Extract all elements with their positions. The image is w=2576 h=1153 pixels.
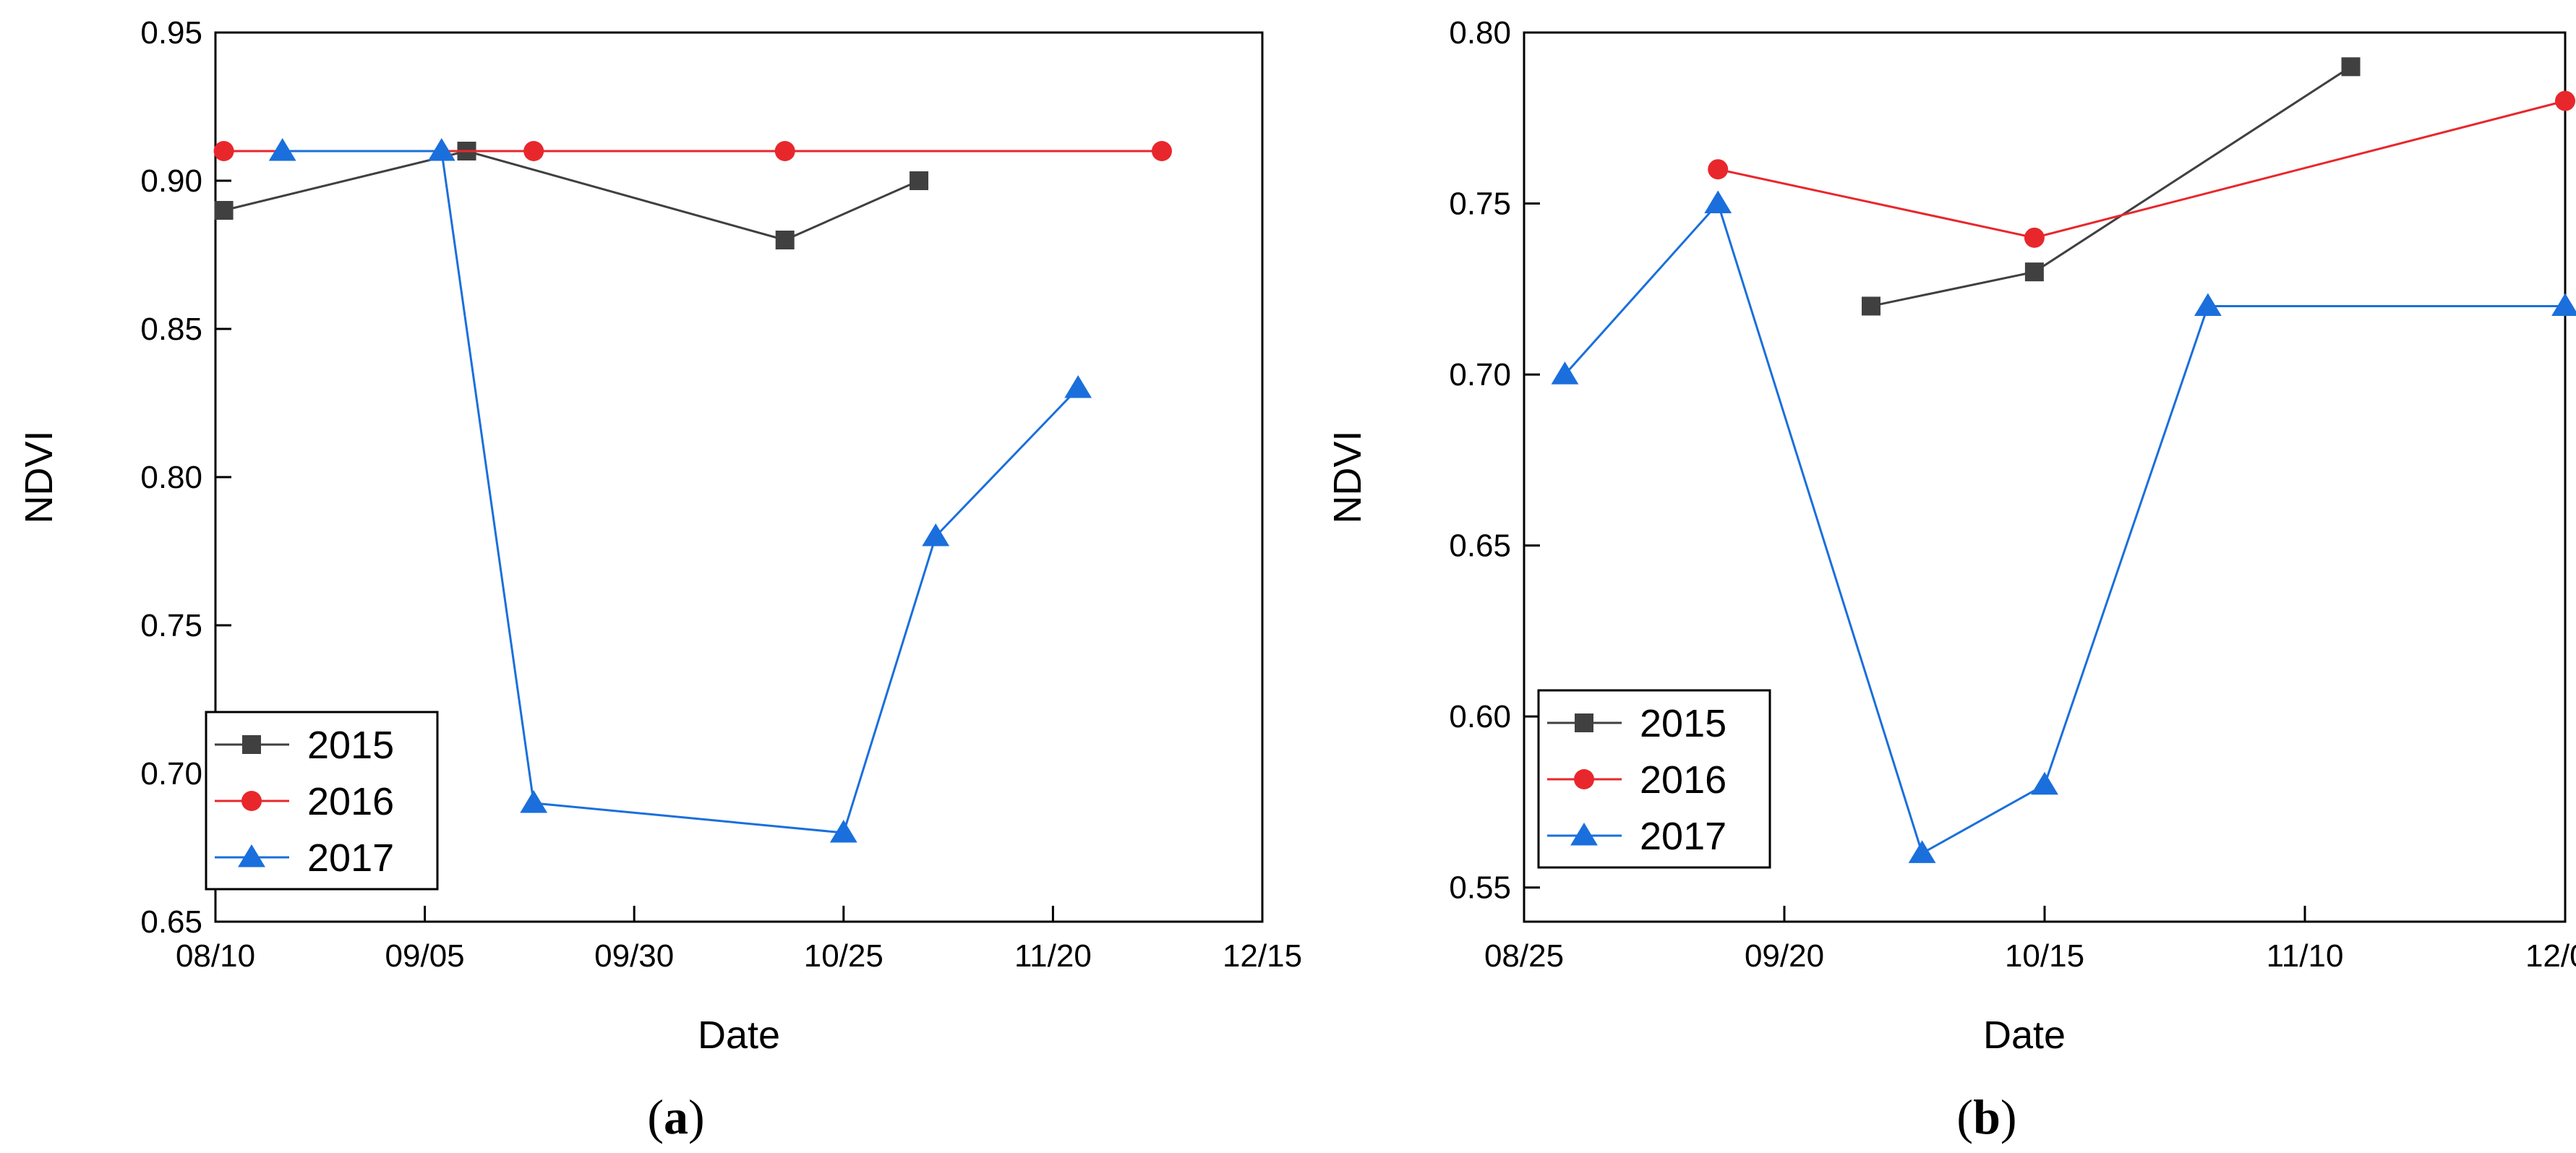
panel-b-legend: 2015 2016 2017 xyxy=(1537,689,1771,869)
panel-b-x-tick-label-4: 12/05 xyxy=(2525,938,2576,974)
panel-b-series-2017-point-0 xyxy=(1551,361,1579,385)
panel-a-label-letter: a xyxy=(664,1089,688,1144)
panel-b-series-2015-line xyxy=(1870,66,2352,307)
panel-b-legend-label-2016: 2016 xyxy=(1640,758,1726,802)
panel-a-x-tick-label-2: 09/30 xyxy=(594,938,674,974)
panel-a-series-2016-point-0 xyxy=(213,141,234,161)
panel-a-legend-label-2017: 2017 xyxy=(307,836,394,880)
panel-a-series-2017-point-2 xyxy=(520,790,548,813)
panel-a-series-2017-point-3 xyxy=(829,820,857,843)
panel-a-series xyxy=(213,138,1172,843)
panel-b-x-tick-label-2: 10/15 xyxy=(2005,938,2084,974)
panel-a-series-2016-point-2 xyxy=(774,141,795,161)
panel-b-y-axis-title: NDVI xyxy=(1326,430,1369,523)
panel-a-x-axis-title: Date xyxy=(698,1013,780,1057)
panel-a-x-tick-label-0: 08/10 xyxy=(176,938,255,974)
panel-b-series-2017-line xyxy=(1564,201,2565,855)
panel-a-series-2017-point-0 xyxy=(268,138,296,161)
panel-b-series-2015-point-2 xyxy=(2341,57,2361,77)
panel-b-legend-label-2015: 2015 xyxy=(1640,702,1726,745)
panel-a-legend-label-2016: 2016 xyxy=(307,780,394,823)
panel-b-y-tick-label-0: 0.55 xyxy=(1449,870,1511,906)
panel-a-legend: 2015 2016 2017 xyxy=(205,711,439,891)
panel-b-legend-marker-2017 xyxy=(1570,823,1598,846)
panel-b-series-2017-point-2 xyxy=(1908,840,1936,863)
panel-b-legend-marker-2015 xyxy=(1575,713,1593,732)
panel-a-y-tick-label-1: 0.70 xyxy=(140,756,202,792)
panel-a-x-tick-label-5: 12/15 xyxy=(1223,938,1302,974)
panel-b-series-2017-point-1 xyxy=(1704,190,1732,214)
panel-b-y-tick-label-3: 0.70 xyxy=(1449,357,1511,393)
panel-a-y-tick-label-5: 0.90 xyxy=(140,163,202,199)
panel-b-x-axis-title: Date xyxy=(1983,1013,2066,1057)
panel-b-y-tick-label-4: 0.75 xyxy=(1449,187,1511,222)
panel-a-x-tick-label-1: 09/05 xyxy=(385,938,465,974)
panel-b-x-tick-label-1: 09/20 xyxy=(1745,938,1824,974)
panel-b-x-tick-label-0: 08/25 xyxy=(1484,938,1564,974)
panel-a-series-2016-point-1 xyxy=(523,141,544,161)
panel-a-series-2015-point-0 xyxy=(214,201,234,220)
panel-a-series-2016-point-3 xyxy=(1151,141,1172,161)
panel-a-series-2015-point-2 xyxy=(775,231,795,249)
panel-b: 0.55 0.60 0.65 0.70 0.75 0.80 08/25 09/20 10/15… xyxy=(1326,15,2576,1144)
panel-b-series-2017-point-3 xyxy=(2031,771,2058,795)
panel-a-series-2015-line xyxy=(223,150,920,241)
panel-b-y-tick-label-5: 0.80 xyxy=(1449,15,1511,51)
panel-a-legend-marker-2015 xyxy=(242,735,261,754)
panel-a-legend-marker-2016 xyxy=(241,791,262,811)
panel-b-series xyxy=(1551,57,2576,863)
panel-b-y-tick-label-2: 0.65 xyxy=(1449,528,1511,564)
panel-a-x-ticks: 08/10 09/05 09/30 10/25 11/20 12/15 xyxy=(176,906,1302,974)
panel-a-series-2017-point-5 xyxy=(1064,375,1092,398)
panel-a-y-tick-label-3: 0.80 xyxy=(140,460,202,495)
panel-b-legend-marker-2016 xyxy=(1574,769,1594,789)
panel-a-series-2015-point-3 xyxy=(910,171,929,190)
panel-a-series-2017-point-4 xyxy=(922,523,950,547)
panel-a-legend-label-2015: 2015 xyxy=(307,724,394,767)
panel-b-series-2015-point-1 xyxy=(2024,262,2044,282)
panel-b-series-2017-point-5 xyxy=(2551,293,2576,316)
panel-a-y-tick-label-2: 0.75 xyxy=(140,608,202,643)
panel-b-series-2017-point-4 xyxy=(2194,293,2222,316)
panel-b-label-letter: b xyxy=(1973,1089,2001,1144)
panel-a-y-tick-label-0: 0.65 xyxy=(140,904,202,940)
panel-a-x-tick-label-3: 10/25 xyxy=(804,938,883,974)
panel-b-series-2016-point-0 xyxy=(1708,159,1729,180)
panel-b-x-ticks: 08/25 09/20 10/15 11/10 12/05 xyxy=(1484,906,2576,974)
panel-a: 0.650.700.750.800.850.900.95 08/10 09/05 0… xyxy=(17,15,1302,1144)
panel-b-label: (b) xyxy=(1956,1089,2016,1144)
panel-a-x-tick-label-4: 11/20 xyxy=(1014,938,1092,974)
panel-a-y-tick-label-4: 0.85 xyxy=(140,312,202,347)
panel-b-y-ticks: 0.55 0.60 0.65 0.70 0.75 0.80 xyxy=(1449,15,1540,906)
panel-b-series-2016-line xyxy=(1717,100,2566,239)
panel-a-label: (a) xyxy=(647,1089,704,1144)
panel-a-y-ticks: 0.65 0.70 0.75 0.80 0.85 0.90 0.95 xyxy=(140,15,231,940)
panel-a-series-2017-point-1 xyxy=(427,138,455,161)
panel-a-series-2017-line xyxy=(282,150,1079,834)
panel-b-series-2015-point-0 xyxy=(1862,296,1880,316)
panel-b-series-2016-point-1 xyxy=(2024,227,2045,248)
panel-b-legend-label-2017: 2017 xyxy=(1640,815,1726,858)
panel-b-y-tick-label-1: 0.60 xyxy=(1449,699,1511,734)
panel-b-x-tick-label-3: 11/10 xyxy=(2267,938,2344,974)
panel-a-y-axis-title: NDVI xyxy=(17,430,61,523)
panel-a-y-tick-label-6: 0.95 xyxy=(140,15,202,51)
panel-a-legend-marker-2017 xyxy=(238,844,265,867)
panel-b-series-2016-point-2 xyxy=(2555,90,2575,111)
